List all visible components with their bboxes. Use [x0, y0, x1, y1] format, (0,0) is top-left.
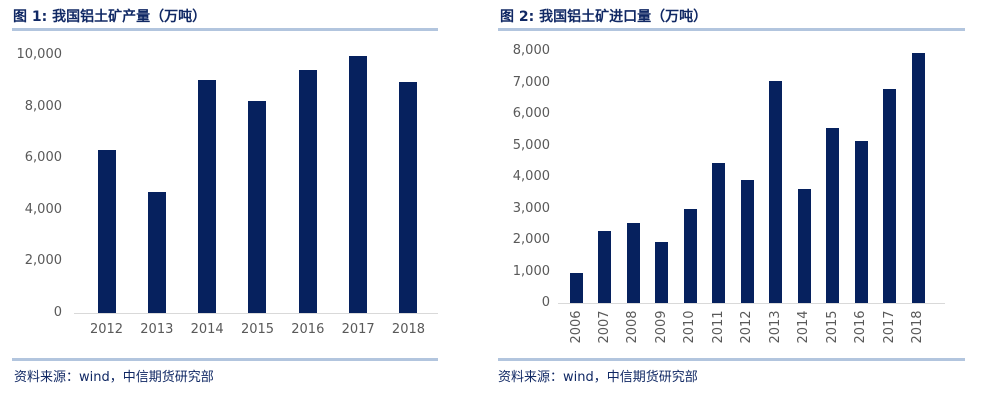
source-rule — [12, 358, 438, 361]
bar-2018 — [911, 52, 925, 303]
x-tick-label: 2018 — [910, 310, 926, 344]
bar-2016 — [298, 70, 317, 313]
bar-2013 — [147, 191, 166, 313]
y-tick-label: 0 — [541, 295, 550, 310]
bar-2017 — [349, 56, 368, 313]
y-tick-label: 1,000 — [512, 263, 550, 279]
x-tick-label: 2008 — [625, 310, 641, 344]
bar-2008 — [626, 222, 640, 303]
bar-2011 — [712, 162, 726, 303]
figure-panel-imports: 图 2: 我国铝土矿进口量（万吨） 0 1,000 2,000 3,000 4,000 5… — [493, 0, 987, 404]
bar-2015 — [248, 101, 267, 313]
y-tick-label: 8,000 — [512, 43, 550, 58]
bar-2018 — [399, 82, 418, 313]
y-tick-label: 4,000 — [24, 201, 62, 217]
x-tick-label: 2018 — [391, 322, 426, 337]
x-tick-label: 2015 — [240, 322, 275, 337]
x-tick-label: 2016 — [291, 322, 325, 337]
figure-panel-production: 图 1: 我国铝土矿产量（万吨） 0 2,000 4,000 6,000 8,000 10… — [0, 0, 493, 404]
x-tick-label: 2017 — [341, 322, 375, 337]
x-tick-label: 2014 — [796, 310, 812, 344]
y-tick-label: 10,000 — [16, 47, 63, 62]
y-tick-label: 6,000 — [24, 150, 62, 166]
x-tick-label: 2013 — [140, 322, 174, 337]
x-tick-label: 2009 — [653, 310, 669, 344]
y-tick-label: 7,000 — [512, 74, 550, 90]
import-bar-chart: 0 1,000 2,000 3,000 4,000 5,000 6,000 7,000 8,00… — [493, 0, 987, 404]
source-text: 资料来源：wind，中信期货研究部 — [498, 370, 698, 385]
x-tick-label: 2011 — [710, 310, 726, 344]
bar-2016 — [854, 140, 868, 303]
y-tick-label: 3,000 — [512, 200, 550, 216]
x-tick-label: 2012 — [739, 310, 755, 344]
x-tick-label: 2012 — [89, 322, 124, 337]
y-tick-label: 8,000 — [24, 98, 62, 114]
figure-title: 图 1: 我国铝土矿产量（万吨） — [13, 9, 207, 25]
y-tick-label: 2,000 — [24, 253, 62, 269]
title-rule — [498, 28, 965, 31]
y-tick-label: 2,000 — [512, 232, 550, 247]
bar-2014 — [198, 79, 217, 313]
x-tick-label: 2010 — [682, 310, 698, 344]
x-tick-label: 2014 — [190, 322, 224, 337]
bar-2015 — [826, 128, 840, 303]
bar-2012 — [740, 180, 754, 303]
bar-2013 — [769, 80, 783, 303]
bar-2017 — [883, 88, 897, 303]
bar-2010 — [683, 208, 697, 303]
x-tick-label: 2017 — [881, 310, 897, 344]
x-tick-label: 2015 — [824, 310, 840, 344]
bar-2006 — [570, 273, 583, 303]
x-axis-line — [558, 303, 945, 304]
y-tick-label: 4,000 — [512, 169, 550, 184]
y-tick-label: 0 — [53, 305, 62, 320]
bar-2009 — [655, 241, 669, 303]
bar-2007 — [598, 230, 612, 303]
x-tick-label: 2016 — [853, 310, 869, 344]
x-axis-line — [74, 313, 438, 314]
x-tick-label: 2007 — [596, 310, 612, 344]
production-bar-chart: 0 2,000 4,000 6,000 8,000 10,000 2012 2013 2014 2… — [0, 0, 493, 404]
title-rule — [12, 28, 438, 31]
y-tick-label: 6,000 — [512, 106, 550, 121]
x-tick-label: 2013 — [767, 310, 783, 344]
bar-2014 — [797, 188, 811, 303]
source-rule — [498, 358, 965, 361]
bar-2012 — [97, 150, 116, 313]
y-tick-label: 5,000 — [512, 137, 550, 153]
x-tick-label: 2006 — [568, 310, 584, 344]
source-text: 资料来源：wind，中信期货研究部 — [14, 370, 214, 385]
figure-title: 图 2: 我国铝土矿进口量（万吨） — [500, 9, 708, 25]
